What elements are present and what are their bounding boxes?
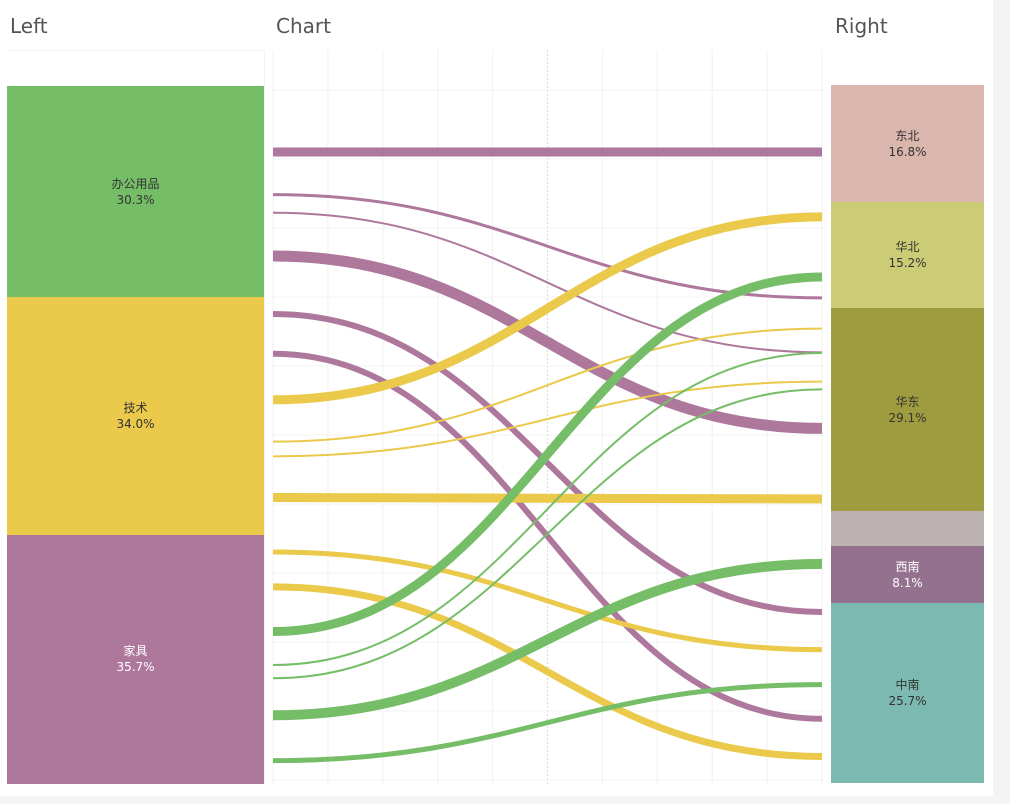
- flow-办公用品-to-华北[interactable]: [272, 352, 823, 667]
- right-segment-pct: 8.1%: [892, 575, 923, 590]
- left-category-bar: 办公用品 30.3% 技术 34.0% 家具 35.7%: [7, 50, 265, 784]
- flow-技术-to-华北[interactable]: [272, 380, 823, 458]
- right-segment[interactable]: [831, 511, 984, 547]
- flow-办公用品-to-华东[interactable]: [272, 558, 823, 721]
- sankey-chart: [271, 50, 824, 784]
- left-segment-pct: 34.0%: [116, 417, 155, 432]
- left-segment[interactable]: 家具 35.7%: [7, 534, 264, 784]
- right-segment-pct: 25.7%: [888, 693, 927, 708]
- right-segment-pct: 29.1%: [888, 410, 927, 425]
- right-segment[interactable]: 华北 15.2%: [831, 202, 984, 309]
- right-segment[interactable]: 华东 29.1%: [831, 308, 984, 512]
- dashboard-sheet: Left Chart Right 办公用品 30.3% 技术 34.0% 家具 35.7%…: [0, 0, 993, 796]
- left-segment-name: 技术: [123, 401, 148, 416]
- right-segment-name: 华北: [895, 240, 920, 255]
- flow-group: [272, 147, 823, 764]
- right-segment-name: 西南: [895, 559, 920, 574]
- left-segment-name: 家具: [123, 644, 148, 659]
- chart-header: Chart: [276, 14, 331, 38]
- flow-家具-to-华东[interactable]: [272, 250, 823, 434]
- right-region-bar: 东北 16.8% 华北 15.2% 华东 29.1% 西南 8.1% 中南 25.7%: [831, 50, 984, 784]
- right-segment[interactable]: 西南 8.1%: [831, 546, 984, 603]
- right-segment-name: 中南: [895, 677, 920, 692]
- flow-技术-to-中南[interactable]: [272, 583, 823, 760]
- flow-办公用品-to-西南[interactable]: [272, 682, 823, 764]
- left-segment-name: 办公用品: [111, 176, 160, 191]
- flow-技术-to-东北[interactable]: [272, 212, 823, 405]
- flow-技术-to-华北[interactable]: [272, 327, 823, 443]
- flow-办公用品-to-东北[interactable]: [272, 272, 823, 637]
- right-segment-name: 东北: [895, 128, 920, 143]
- left-segment[interactable]: 技术 34.0%: [7, 297, 264, 535]
- flow-家具-to-华北[interactable]: [272, 211, 823, 354]
- flow-技术-to-华东[interactable]: [272, 493, 823, 504]
- right-segment[interactable]: 中南 25.7%: [831, 602, 984, 783]
- right-segment[interactable]: 东北 16.8%: [831, 85, 984, 203]
- left-segment-pct: 35.7%: [116, 660, 155, 675]
- left-segment[interactable]: 办公用品 30.3%: [7, 86, 264, 298]
- flow-办公用品-to-华北[interactable]: [272, 388, 823, 680]
- right-segment-pct: 15.2%: [888, 256, 927, 271]
- sankey-svg: [271, 50, 824, 784]
- flow-技术-to-西南[interactable]: [272, 549, 823, 653]
- left-header: Left: [10, 14, 48, 38]
- flow-家具-to-中南[interactable]: [272, 350, 823, 722]
- right-segment-name: 华东: [895, 394, 920, 409]
- right-segment-pct: 16.8%: [888, 144, 927, 159]
- left-segment-pct: 30.3%: [116, 192, 155, 207]
- right-header: Right: [835, 14, 888, 38]
- flow-家具-to-西南[interactable]: [272, 310, 823, 615]
